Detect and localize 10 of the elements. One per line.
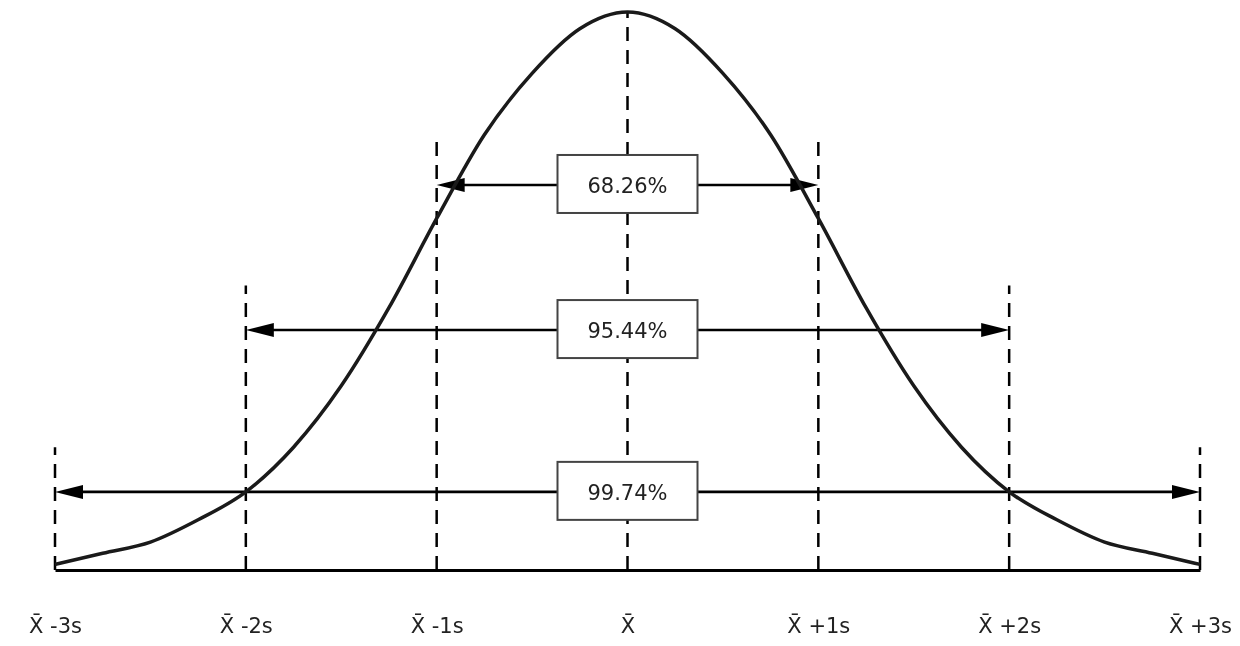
x-tick-label: X̄ +1s xyxy=(787,613,851,638)
annotation: 68.26% xyxy=(587,173,668,198)
annotation: 95.44% xyxy=(587,319,668,344)
x-tick-label: X̄ -1s xyxy=(410,613,464,638)
x-tick-label: X̄ +3s xyxy=(1169,613,1232,638)
x-tick-label: X̄ -3s xyxy=(29,613,82,638)
annotation: 99.74% xyxy=(587,480,668,505)
x-tick-label: X̄ -2s xyxy=(219,613,273,638)
x-tick-label: X̄ +2s xyxy=(978,613,1042,638)
x-tick-label: X̄ xyxy=(620,613,636,638)
